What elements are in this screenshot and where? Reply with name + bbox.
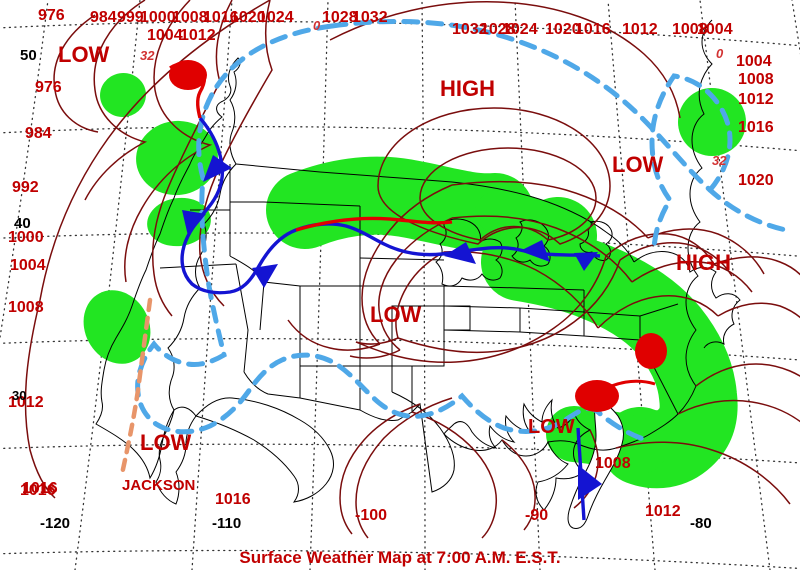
- svg-text:1024: 1024: [258, 9, 294, 26]
- svg-text:LOW: LOW: [58, 42, 110, 67]
- svg-text:1008: 1008: [595, 455, 631, 472]
- svg-text:32: 32: [140, 48, 155, 63]
- svg-text:1004: 1004: [736, 53, 772, 70]
- svg-text:LOW: LOW: [612, 152, 664, 177]
- svg-text:1004: 1004: [10, 257, 46, 274]
- svg-text:0: 0: [313, 18, 321, 33]
- svg-text:0: 0: [716, 46, 724, 61]
- svg-text:1016: 1016: [575, 21, 611, 38]
- svg-text:JACKSON: JACKSON: [122, 477, 195, 494]
- svg-text:976: 976: [38, 7, 65, 24]
- svg-text:1032: 1032: [352, 9, 388, 26]
- svg-text:-120: -120: [40, 515, 70, 532]
- svg-text:32: 32: [712, 153, 727, 168]
- svg-text:40: 40: [14, 215, 31, 232]
- svg-text:1016: 1016: [20, 482, 56, 499]
- svg-text:1004: 1004: [697, 21, 733, 38]
- svg-text:984: 984: [90, 9, 117, 26]
- svg-text:976: 976: [35, 79, 62, 96]
- svg-text:-90: -90: [525, 507, 548, 524]
- svg-text:1012: 1012: [645, 503, 681, 520]
- svg-text:LOW: LOW: [140, 430, 192, 455]
- svg-text:1008: 1008: [738, 71, 774, 88]
- svg-text:1004: 1004: [147, 27, 183, 44]
- svg-text:1020: 1020: [738, 172, 774, 189]
- svg-text:1012: 1012: [622, 21, 658, 38]
- svg-text:1012: 1012: [738, 91, 774, 108]
- svg-text:1012: 1012: [180, 27, 216, 44]
- svg-text:Surface Weather Map at 7:00 A.: Surface Weather Map at 7:00 A.M. E.S.T.: [239, 548, 560, 567]
- svg-text:LOW: LOW: [528, 416, 575, 438]
- svg-text:1008: 1008: [8, 299, 44, 316]
- svg-text:984: 984: [25, 125, 52, 142]
- svg-text:HIGH: HIGH: [676, 250, 731, 275]
- svg-text:LOW: LOW: [370, 302, 422, 327]
- svg-text:50: 50: [20, 47, 37, 64]
- svg-text:1024: 1024: [502, 21, 538, 38]
- svg-text:30: 30: [12, 388, 26, 403]
- svg-text:1000: 1000: [140, 9, 176, 26]
- svg-text:1016: 1016: [215, 491, 251, 508]
- svg-text:HIGH: HIGH: [440, 76, 495, 101]
- svg-text:-100: -100: [355, 507, 387, 524]
- svg-text:-110: -110: [212, 515, 241, 532]
- svg-text:-80: -80: [690, 515, 712, 532]
- svg-text:992: 992: [12, 179, 39, 196]
- svg-text:1016: 1016: [738, 119, 774, 136]
